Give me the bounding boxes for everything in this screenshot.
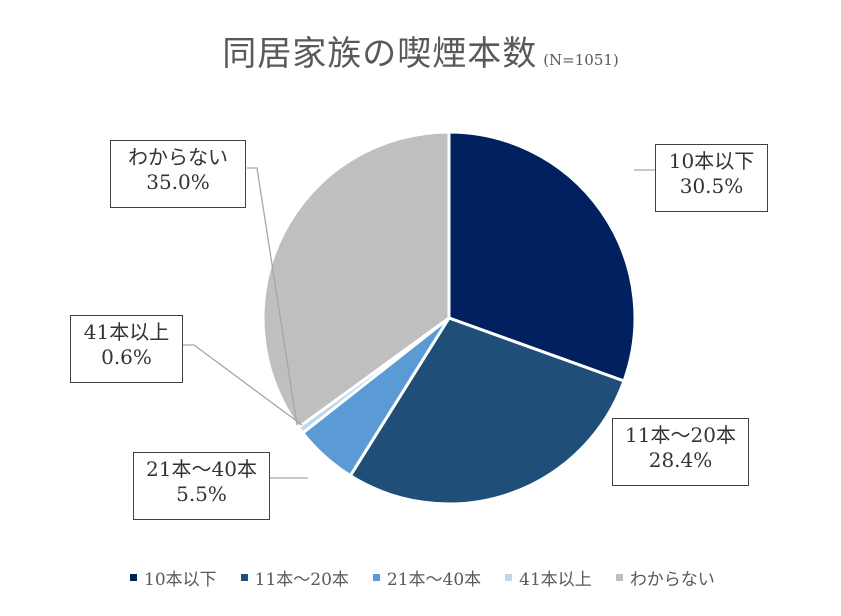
legend-label-3: 41本以上 xyxy=(519,569,592,590)
data-label-value-4: 35.0% xyxy=(146,170,210,194)
data-label-value-2: 5.5% xyxy=(176,482,227,506)
data-label-0: 10本以下 30.5% xyxy=(655,144,768,212)
legend-swatch-0 xyxy=(130,573,137,581)
data-label-category-1: 11本～20本 xyxy=(625,423,736,447)
legend-item-3: 41本以上 xyxy=(505,565,592,590)
legend-swatch-4 xyxy=(615,573,623,581)
data-label-value-3: 0.6% xyxy=(101,345,152,369)
data-label-value-1: 28.4% xyxy=(648,448,713,472)
legend: 10本以下 11本～20本 21本～40本 41本以上 わからない xyxy=(130,565,780,590)
data-label-category-2: 21本～40本 xyxy=(146,457,257,481)
legend-label-2: 21本～40本 xyxy=(386,569,482,590)
legend-label-1: 11本～20本 xyxy=(254,569,349,590)
data-label-category-4: わからない xyxy=(128,145,228,169)
data-label-1: 11本～20本 28.4% xyxy=(612,418,749,486)
chart-subtitle: (N=1051) xyxy=(543,51,619,69)
legend-item-4: わからない xyxy=(615,565,715,590)
chart-title-area: 同居家族の喫煙本数 (N=1051) xyxy=(0,26,841,75)
legend-item-1: 11本～20本 xyxy=(240,565,349,590)
data-label-4: わからない 35.0% xyxy=(110,140,246,208)
legend-swatch-2 xyxy=(372,573,380,581)
pie-slice-4 xyxy=(261,130,451,429)
data-label-category-3: 41本以上 xyxy=(83,320,170,344)
pie-slice-0 xyxy=(447,130,637,383)
leader-line-3 xyxy=(247,167,298,426)
data-label-3: 41本以上 0.6% xyxy=(70,315,183,383)
data-label-category-0: 10本以下 xyxy=(668,149,755,173)
pie-slice-1 xyxy=(348,316,626,506)
legend-label-0: 10本以下 xyxy=(144,569,217,590)
leader-line-1 xyxy=(183,344,303,426)
legend-swatch-1 xyxy=(240,573,248,581)
legend-item-2: 21本～40本 xyxy=(372,565,482,590)
data-label-value-0: 30.5% xyxy=(679,174,744,198)
chart-title: 同居家族の喫煙本数 xyxy=(222,34,538,74)
legend-swatch-3 xyxy=(505,573,513,581)
legend-item-0: 10本以下 xyxy=(130,565,217,590)
data-label-2: 21本～40本 5.5% xyxy=(133,452,270,520)
legend-label-4: わからない xyxy=(629,569,715,590)
